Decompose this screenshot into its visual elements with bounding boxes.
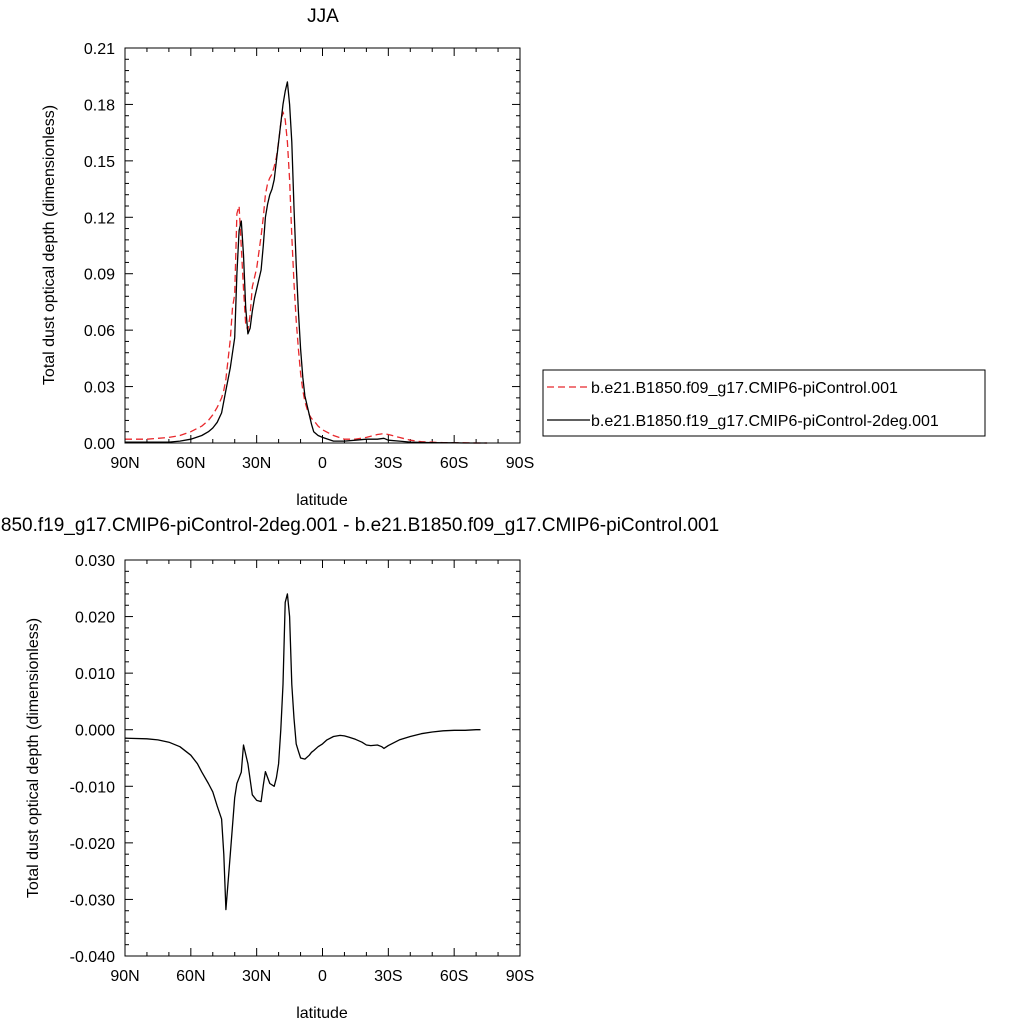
y-tick-label: 0.15 xyxy=(84,154,115,171)
axis-ticks: 90N 60N 30N 0 30S 60S 90S -0.040 -0.030 -0.020 -0.… xyxy=(70,553,535,985)
chart-title: JJA xyxy=(307,6,339,27)
legend: b.e21.B1850.f09_g17.CMIP6-piControl.001 … xyxy=(542,369,986,437)
y-tick-label: -0.020 xyxy=(70,836,115,853)
series-line-0 xyxy=(125,111,488,444)
y-tick-label: 0.020 xyxy=(75,610,115,627)
panel-bottom: b.e21.B1850.f19_g17.CMIP6-piControl-2deg… xyxy=(0,515,719,1022)
y-tick-label: 0.03 xyxy=(84,380,115,397)
plot-frame xyxy=(124,559,521,957)
series-group xyxy=(124,593,481,911)
y-tick-label: -0.040 xyxy=(70,949,115,966)
y-tick-label: 0.000 xyxy=(75,723,115,740)
x-tick-label: 30N xyxy=(242,968,271,985)
legend-entry-f09: b.e21.B1850.f09_g17.CMIP6-piControl.001 xyxy=(591,380,898,397)
chart-title: b.e21.B1850.f19_g17.CMIP6-piControl-2deg… xyxy=(0,515,719,536)
x-tick-label: 90N xyxy=(110,968,139,985)
x-tick-label: 60N xyxy=(176,968,205,985)
y-axis-label: Total dust optical depth (dimensionless) xyxy=(41,105,58,385)
x-tick-label: 0 xyxy=(318,455,327,472)
x-tick-label: 60N xyxy=(176,455,205,472)
x-tick-label: 90S xyxy=(506,455,534,472)
y-tick-label: 0.010 xyxy=(75,666,115,683)
y-tick-label: -0.010 xyxy=(70,779,115,796)
y-tick-label: 0.18 xyxy=(84,97,115,114)
x-tick-label: 60S xyxy=(440,968,468,985)
x-tick-label: 60S xyxy=(440,455,468,472)
plot-frame xyxy=(124,47,521,444)
x-tick-label: 30N xyxy=(242,455,271,472)
y-tick-label: 0.00 xyxy=(84,436,115,453)
y-axis-label: Total dust optical depth (dimensionless) xyxy=(25,618,42,898)
x-tick-label: 0 xyxy=(318,968,327,985)
y-tick-label: 0.09 xyxy=(84,267,115,284)
series-group xyxy=(125,81,488,444)
x-tick-label: 90S xyxy=(506,968,534,985)
x-tick-label: 90N xyxy=(110,455,139,472)
x-axis-label: latitude xyxy=(296,1005,348,1022)
x-axis-label: latitude xyxy=(296,492,348,509)
y-tick-label: -0.030 xyxy=(70,892,115,909)
y-tick-label: 0.06 xyxy=(84,323,115,340)
panel-top: JJA latitude Total dust optical depth (d… xyxy=(41,6,534,509)
series-line-1 xyxy=(125,81,488,444)
series-line-0 xyxy=(124,593,481,911)
legend-entry-f19: b.e21.B1850.f19_g17.CMIP6-piControl-2deg… xyxy=(591,413,939,430)
y-tick-label: 0.030 xyxy=(75,553,115,570)
legend-box xyxy=(542,369,986,437)
y-tick-label: 0.12 xyxy=(84,210,115,227)
y-tick-label: 0.21 xyxy=(84,41,115,58)
x-tick-label: 30S xyxy=(374,455,402,472)
x-tick-label: 30S xyxy=(374,968,402,985)
axis-ticks: 90N 60N 30N 0 30S 60S 90S 0.00 0.03 0.06 0.09 0.12 0… xyxy=(84,41,534,472)
